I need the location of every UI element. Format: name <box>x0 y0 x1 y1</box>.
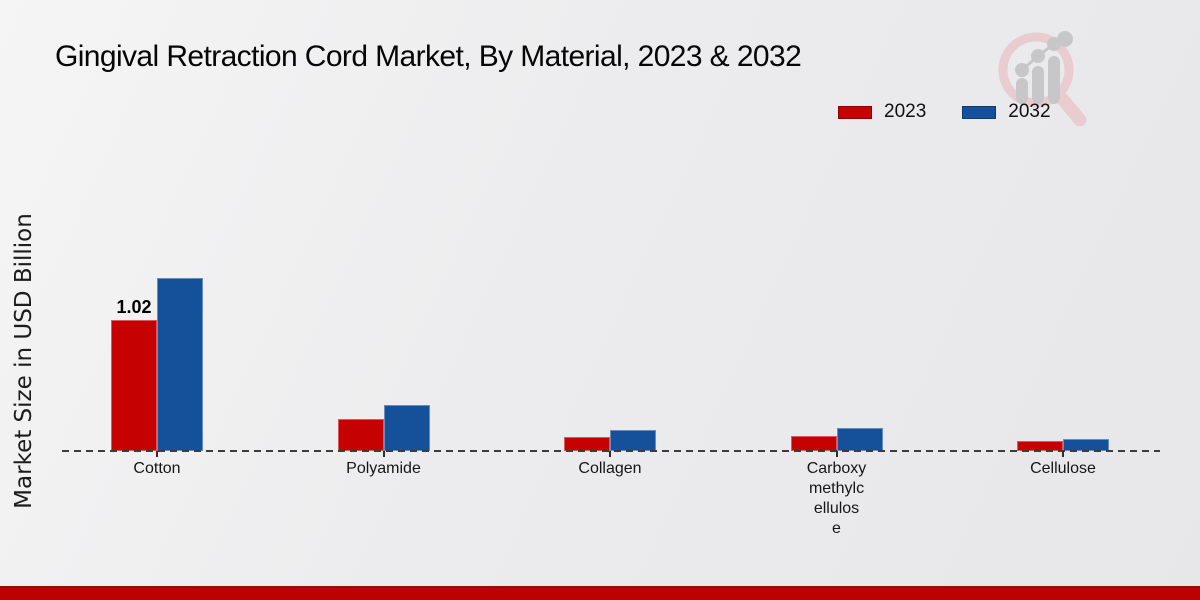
category-label-cellulose: Cellulose <box>1030 460 1096 477</box>
x-axis-tick-carboxymethylcellulose <box>835 451 838 457</box>
growth-bars-icon <box>1015 31 1073 104</box>
x-axis-tick-polyamide <box>382 451 385 457</box>
x-axis-baseline <box>62 450 1160 452</box>
legend-label-2023: 2023 <box>884 101 927 122</box>
chart-legend: 2023 2032 <box>838 101 1051 123</box>
legend-item-2023: 2023 <box>838 101 926 123</box>
magnifier-handle <box>1053 89 1087 126</box>
bar-2023-cotton <box>111 320 157 451</box>
x-axis-tick-collagen <box>609 451 611 457</box>
legend-swatch-2032 <box>962 105 997 119</box>
footer-accent-bar <box>0 586 1200 600</box>
legend-swatch-2023 <box>838 105 872 119</box>
legend-label-2032: 2032 <box>1008 101 1051 122</box>
bar-2032-carboxymethylcellulose <box>836 428 883 451</box>
bar-2023-carboxymethylcellulose <box>790 436 837 451</box>
bar-2032-collagen <box>610 430 656 451</box>
x-axis-tick-cellulose <box>1062 451 1064 457</box>
magnifier-growth-logo-watermark <box>998 31 1087 126</box>
category-label-collagen: Collagen <box>578 460 642 477</box>
category-label-polyamide: Polyamide <box>346 460 421 477</box>
category-label-cotton: Cotton <box>133 460 181 477</box>
x-axis-tick-cotton <box>156 451 158 457</box>
bar-2023-polyamide <box>337 419 384 451</box>
chart-title: Gingival Retraction Cord Market, By Mate… <box>55 40 802 73</box>
legend-item-2032: 2032 <box>962 101 1051 123</box>
bar-value-label: 1.02 <box>116 297 152 317</box>
bar-2032-polyamide <box>383 405 430 451</box>
category-label-carboxymethylcellulose: Carboxy methylc ellulos e <box>806 460 867 537</box>
bar-2023-collagen <box>564 437 610 451</box>
